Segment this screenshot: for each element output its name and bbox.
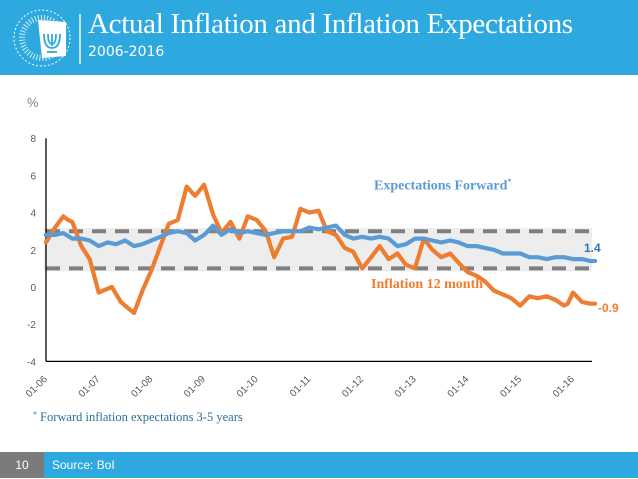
y-tick-label: 0 [30, 283, 36, 294]
bank-of-israel-logo-icon [13, 9, 71, 67]
y-axis-unit-label: % [27, 95, 39, 110]
target-band-fill [44, 228, 592, 272]
y-tick-label: 8 [30, 134, 36, 145]
expectations-series-label: Expectations Forward* [374, 177, 512, 194]
y-tick-label: -2 [27, 320, 36, 331]
x-tick-label: 01-15 [498, 374, 524, 400]
y-tick-label: 2 [30, 246, 36, 257]
x-tick-label: 01-10 [235, 374, 261, 400]
x-tick-label: 01-11 [288, 374, 314, 400]
footnote-star: * [33, 410, 37, 419]
page-subtitle: 2006-2016 [88, 44, 165, 60]
x-tick-label: 01-06 [24, 374, 50, 400]
x-tick-label: 01-16 [551, 374, 577, 400]
x-tick-label: 01-07 [77, 374, 103, 400]
slide-number: 10 [0, 452, 44, 478]
footer-bar: Source: BoI [44, 452, 638, 478]
axis-layer [45, 138, 592, 363]
x-tick-label: 01-12 [340, 374, 366, 400]
expectations-end-value-label: 1.4 [584, 241, 601, 255]
inflation-series-label: Inflation 12 month [371, 277, 484, 292]
series-layer [43, 182, 598, 316]
page-title: Actual Inflation and Inflation Expectati… [88, 8, 573, 40]
y-tick-label: 4 [30, 209, 36, 220]
header-banner: Actual Inflation and Inflation Expectati… [0, 0, 638, 75]
inflation-line [43, 182, 598, 316]
target-band-layer [44, 228, 592, 272]
header-divider [79, 14, 81, 64]
x-tick-label: 01-13 [393, 374, 419, 400]
inflation-end-value-label: -0.9 [598, 301, 619, 315]
y-tick-label: 6 [30, 171, 36, 182]
x-tick-label: 01-09 [182, 374, 208, 400]
expectations-line [43, 223, 598, 264]
x-tick-label: 01-08 [129, 374, 155, 400]
footnote-text: Forward inflation expectations 3-5 years [40, 410, 243, 424]
y-tick-label: -4 [27, 357, 36, 368]
x-tick-label: 01-14 [446, 374, 472, 400]
footnote: * Forward inflation expectations 3-5 year… [33, 410, 243, 425]
source-label: Source: BoI [52, 458, 115, 472]
